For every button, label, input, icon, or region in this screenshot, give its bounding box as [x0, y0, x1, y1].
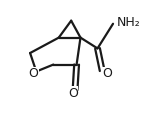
Text: O: O [28, 67, 38, 80]
Text: NH₂: NH₂ [117, 16, 141, 29]
Text: O: O [102, 67, 112, 80]
Text: O: O [68, 87, 78, 100]
